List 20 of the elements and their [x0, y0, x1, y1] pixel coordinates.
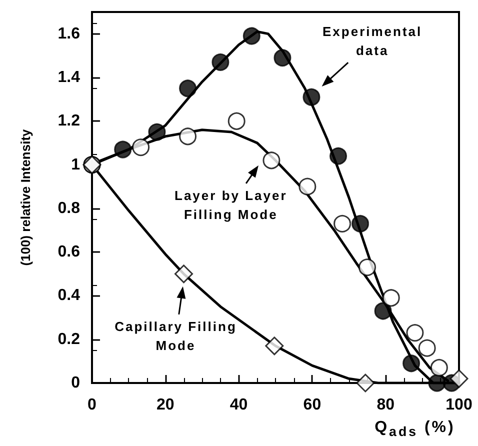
annotation: Layer by Layer Filling Mode: [174, 187, 288, 224]
x-tick-label: 60: [303, 396, 322, 414]
x-tick-label: 0: [88, 396, 97, 414]
y-tick-label: 1.6: [58, 25, 80, 42]
x-tick-label: 20: [156, 396, 174, 414]
y-tick-label: 0.8: [58, 200, 80, 217]
annotation: Capillary Filling Mode: [114, 318, 238, 356]
x-tick-label: 40: [230, 396, 248, 414]
y-tick-label: 1: [71, 156, 80, 174]
x-axis-title: Q$_{ads}$ (%): [374, 419, 456, 440]
x-tick-label: 100: [446, 396, 472, 414]
y-axis-title: (100) relative Intensity: [18, 128, 33, 266]
x-tick-label: 80: [376, 396, 395, 414]
annotation: Experimental data: [322, 22, 424, 60]
y-tick-label: 0: [71, 374, 80, 392]
y-tick-label: 1.4: [58, 68, 80, 86]
y-tick-label: 0.2: [58, 330, 80, 348]
y-tick-label: 0.4: [58, 287, 80, 304]
y-tick-label: 1.2: [58, 112, 80, 130]
y-tick-label: 0.6: [58, 244, 80, 261]
